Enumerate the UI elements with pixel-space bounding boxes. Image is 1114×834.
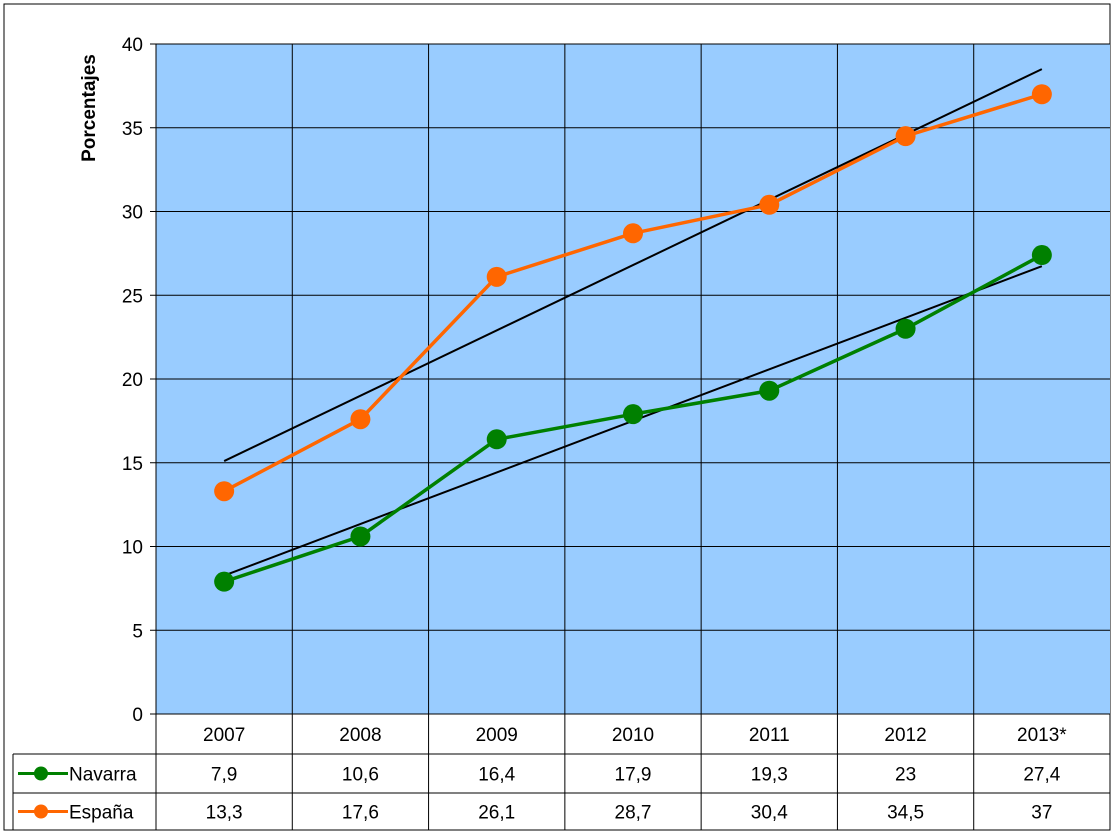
legend-label: Navarra — [69, 765, 137, 786]
table-cell-value: 16,4 — [478, 765, 515, 786]
y-axis: 0 5 10 15 20 25 30 35 40 — [122, 35, 157, 726]
legend-label: España — [69, 803, 134, 824]
y-tick-label: 15 — [122, 454, 143, 475]
table-cell-value: 19,3 — [751, 765, 788, 786]
table-cell-value: 17,9 — [615, 765, 652, 786]
table-cell-value: 13,3 — [206, 803, 243, 824]
y-tick-label: 0 — [132, 705, 143, 726]
y-tick-label: 5 — [132, 621, 143, 642]
y-tick-label: 25 — [122, 286, 143, 307]
data-point — [214, 481, 235, 502]
data-point — [759, 194, 780, 215]
y-tick-label: 20 — [122, 370, 143, 391]
y-tick-label: 40 — [122, 35, 143, 56]
data-point — [486, 429, 507, 450]
y-tick-label: 10 — [122, 538, 143, 559]
x-tick-label: 2009 — [476, 725, 518, 746]
table-cell-value: 17,6 — [342, 803, 379, 824]
data-point — [623, 223, 643, 244]
table-cell-value: 37 — [1031, 803, 1052, 824]
table-cell-value: 7,9 — [211, 765, 237, 786]
y-tick-label: 35 — [122, 119, 143, 140]
x-tick-label: 2011 — [749, 725, 790, 746]
data-point — [895, 318, 916, 339]
table-cell-value: 23 — [895, 765, 916, 786]
y-axis-label: Porcentajes — [79, 54, 100, 162]
data-table: 2007 2008 2009 2010 2011 2012 2013* Navarra 7,9 1… — [12, 713, 1111, 831]
data-point — [1031, 84, 1052, 105]
x-tick-label: 2008 — [339, 725, 381, 746]
x-tick-label: 2007 — [203, 725, 245, 746]
legend-key-marker — [34, 804, 48, 819]
data-point — [895, 126, 916, 147]
data-point — [214, 571, 235, 592]
data-point — [350, 526, 371, 547]
table-cell-value: 34,5 — [887, 803, 924, 824]
x-tick-label: 2010 — [612, 725, 654, 746]
legend-key-marker — [34, 766, 48, 781]
table-cell-value: 30,4 — [751, 803, 788, 824]
data-point — [623, 404, 643, 425]
data-point — [759, 380, 780, 401]
table-cell-value: 28,7 — [615, 803, 652, 824]
table-cell-value: 27,4 — [1023, 765, 1060, 786]
data-point — [350, 409, 371, 430]
data-point — [1031, 245, 1052, 266]
x-tick-label: 2012 — [884, 725, 926, 746]
x-tick-label: 2013* — [1017, 725, 1067, 746]
data-point — [486, 266, 507, 287]
table-cell-value: 10,6 — [342, 765, 379, 786]
table-cell-value: 26,1 — [478, 803, 515, 824]
series-lines — [214, 84, 1052, 592]
gridlines — [156, 43, 1110, 715]
y-tick-label: 30 — [122, 203, 143, 224]
